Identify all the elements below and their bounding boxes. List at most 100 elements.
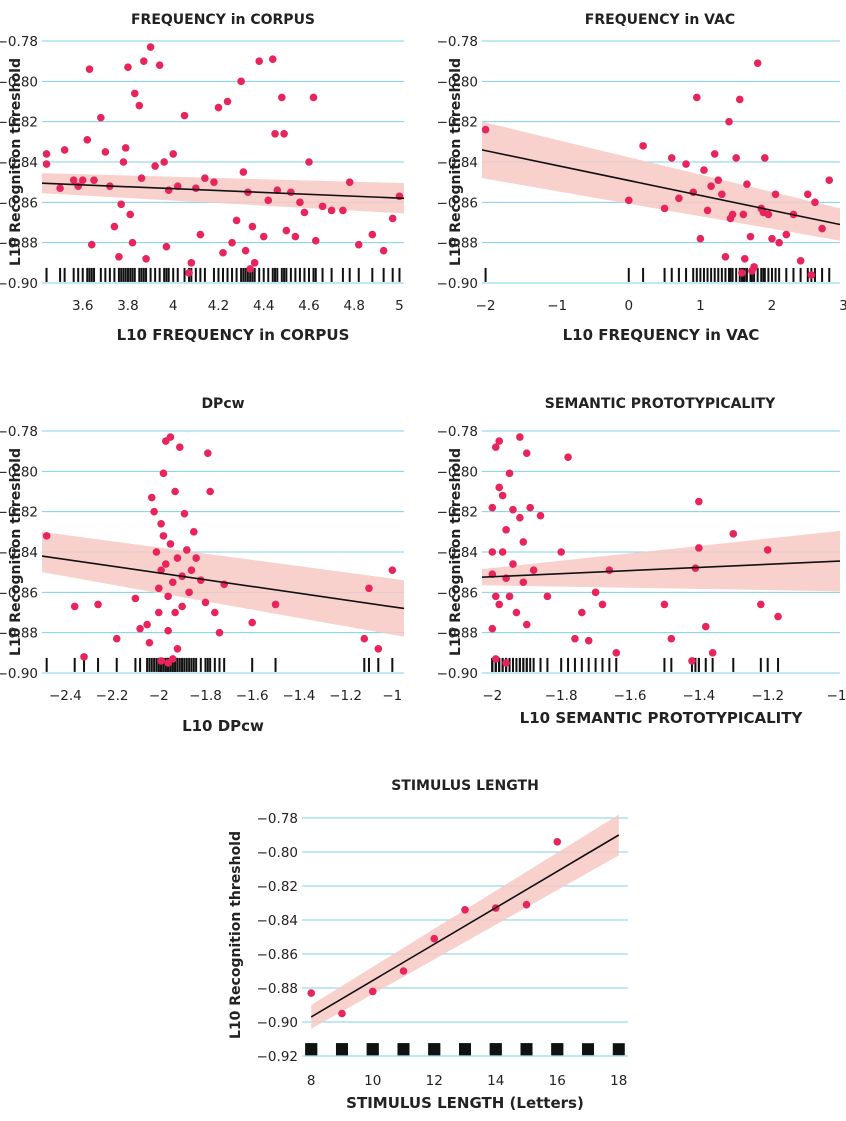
- rug-tick: [670, 657, 673, 672]
- data-point: [271, 600, 280, 609]
- rug-tick: [767, 267, 770, 282]
- rug-tick: [489, 1043, 502, 1056]
- y-tick-label: −0.82: [437, 115, 478, 131]
- rug-tick: [551, 1043, 564, 1056]
- rug-tick: [753, 267, 756, 282]
- y-axis-label: L10 Recognition threshold: [448, 58, 464, 266]
- data-point: [512, 608, 521, 617]
- data-point: [232, 216, 241, 225]
- rug-tick: [580, 657, 583, 672]
- data-point: [696, 234, 705, 243]
- data-point: [714, 176, 723, 184]
- rug-tick: [348, 267, 351, 282]
- data-point: [210, 178, 218, 186]
- rug-tick: [690, 657, 693, 672]
- rug-tick: [685, 267, 688, 282]
- data-point: [271, 129, 279, 138]
- rug-tick: [167, 267, 170, 282]
- rug-tick: [163, 267, 166, 282]
- data-point: [246, 265, 254, 273]
- data-point: [399, 967, 408, 975]
- data-point: [774, 612, 782, 621]
- data-point: [264, 196, 273, 205]
- data-point: [307, 989, 316, 997]
- data-point: [117, 200, 125, 209]
- data-point: [768, 234, 776, 243]
- data-point: [318, 202, 327, 211]
- data-point: [259, 232, 268, 241]
- rug-tick: [120, 267, 123, 282]
- x-tick-label: 4.8: [343, 298, 364, 314]
- data-point: [164, 626, 172, 635]
- rug-tick: [285, 267, 288, 282]
- data-point: [526, 503, 534, 512]
- data-point: [237, 77, 245, 86]
- rug-tick: [129, 267, 132, 282]
- data-point: [707, 182, 715, 190]
- rug-tick: [246, 267, 249, 282]
- y-tick-label: −0.80: [437, 74, 478, 90]
- rug-tick: [704, 657, 707, 672]
- data-point: [94, 600, 102, 609]
- rug-tick: [140, 267, 143, 282]
- x-tick-label: −1: [547, 298, 567, 314]
- data-point: [192, 554, 200, 562]
- data-point: [154, 608, 163, 617]
- rug-tick: [735, 267, 738, 282]
- data-point: [309, 93, 318, 102]
- y-tick-label: −0.84: [0, 155, 38, 171]
- y-tick-label: −0.84: [257, 913, 298, 929]
- rug-tick: [122, 267, 125, 282]
- rug-tick: [321, 267, 324, 282]
- rug-tick: [223, 657, 226, 672]
- chart-title: FREQUENCY in VAC: [585, 12, 735, 28]
- data-point: [612, 649, 621, 657]
- rug-tick: [73, 657, 76, 672]
- rug-tick: [732, 657, 735, 672]
- y-axis-label: L10 Recognition threshold: [8, 448, 24, 656]
- rug-tick: [148, 657, 151, 672]
- data-point: [155, 61, 164, 69]
- rug-tick: [391, 267, 394, 282]
- x-tick-label: 0: [624, 298, 633, 314]
- data-point: [519, 578, 528, 587]
- data-point: [211, 608, 219, 617]
- rug-tick: [367, 657, 370, 672]
- data-point: [746, 232, 755, 241]
- chart-title: DPcw: [201, 396, 244, 412]
- rug-tick: [203, 267, 206, 282]
- rug-tick: [670, 267, 673, 282]
- regression-line: [481, 149, 841, 226]
- data-point: [703, 206, 712, 215]
- data-point: [147, 493, 156, 502]
- y-tick-label: −0.88: [437, 236, 478, 252]
- rug-tick: [235, 267, 238, 282]
- y-tick-label: −0.86: [257, 947, 298, 963]
- data-point: [796, 257, 805, 265]
- rug-tick: [217, 267, 220, 282]
- x-axis-label: L10 FREQUENCY in CORPUS: [117, 326, 350, 344]
- rug-tick: [83, 657, 86, 672]
- data-point: [543, 592, 552, 601]
- data-point: [505, 469, 514, 478]
- rug-tick: [258, 267, 261, 282]
- rug-tick: [209, 657, 212, 672]
- rug-tick: [330, 267, 333, 282]
- x-tick-label: 3.6: [72, 298, 93, 314]
- data-point: [42, 532, 51, 540]
- rug-tick: [158, 267, 161, 282]
- data-point: [190, 528, 198, 536]
- data-point: [185, 588, 193, 597]
- rug-tick: [382, 267, 385, 282]
- rug-tick: [183, 657, 186, 672]
- data-point: [201, 598, 210, 607]
- data-point: [505, 592, 514, 601]
- y-tick-label: −0.82: [257, 879, 298, 895]
- rug-tick: [371, 267, 374, 282]
- rug-tick: [298, 267, 301, 282]
- y-tick-label: −0.80: [437, 464, 478, 480]
- data-point: [173, 645, 182, 653]
- data-point: [157, 657, 165, 665]
- rug-tick: [525, 657, 528, 672]
- rug-tick: [587, 657, 590, 672]
